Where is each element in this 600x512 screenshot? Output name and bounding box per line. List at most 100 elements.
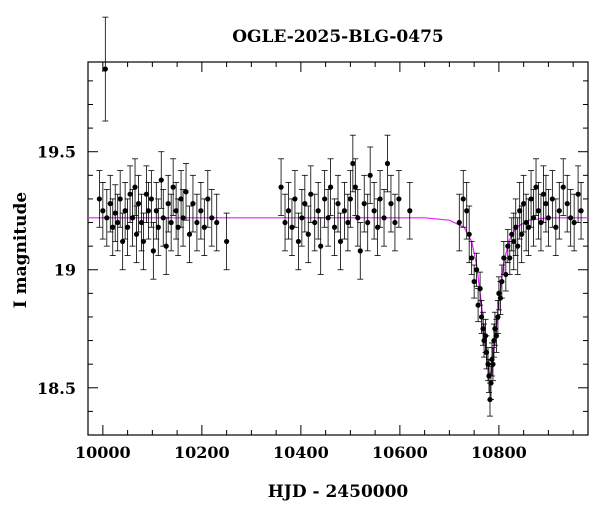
data-point	[556, 208, 562, 214]
data-point	[477, 286, 483, 292]
data-point	[115, 219, 121, 226]
data-point	[322, 196, 328, 202]
data-point	[302, 201, 308, 207]
data-point	[491, 337, 497, 344]
data-point	[120, 238, 126, 245]
data-point	[145, 208, 151, 214]
data-point	[509, 231, 515, 237]
data-point	[299, 215, 305, 221]
data-point	[533, 184, 539, 190]
data-point	[495, 314, 501, 320]
data-point	[168, 219, 174, 226]
data-point	[513, 224, 519, 230]
x-tick-label: 10200	[174, 443, 230, 462]
data-point	[571, 219, 577, 226]
data-point	[345, 219, 351, 226]
data-point	[471, 278, 477, 285]
data-point	[350, 160, 356, 167]
data-point	[361, 201, 367, 207]
data-point	[337, 238, 344, 245]
data-point	[543, 201, 549, 207]
data-point	[480, 326, 486, 332]
data-point	[224, 238, 230, 245]
data-point	[521, 201, 527, 207]
data-point	[469, 255, 475, 261]
data-point	[138, 219, 145, 226]
data-point	[158, 177, 164, 183]
data-point	[367, 172, 373, 178]
data-point	[335, 201, 341, 207]
data-point	[170, 184, 176, 190]
data-point	[499, 278, 505, 285]
data-point	[180, 215, 186, 221]
data-point	[107, 201, 113, 207]
data-point	[209, 215, 215, 221]
data-point	[355, 215, 361, 221]
data-point	[381, 215, 387, 221]
data-point	[308, 191, 314, 197]
data-point	[466, 231, 472, 237]
data-point	[140, 238, 147, 245]
data-point	[327, 184, 334, 190]
y-tick-label: 19.5	[37, 143, 76, 162]
data-point	[365, 219, 371, 226]
data-point	[278, 184, 284, 190]
data-point	[549, 196, 555, 202]
data-point	[102, 66, 108, 72]
data-point	[112, 210, 118, 216]
data-point	[104, 215, 110, 221]
data-point	[357, 248, 363, 254]
data-point	[318, 243, 324, 249]
data-point	[488, 380, 494, 386]
data-point	[190, 201, 196, 207]
y-tick-label: 18.5	[37, 379, 76, 398]
data-point	[553, 224, 559, 230]
x-axis-label: HJD - 2450000	[268, 482, 409, 502]
data-point	[135, 201, 142, 207]
data-point	[511, 238, 517, 245]
data-point	[347, 196, 353, 202]
data-point	[201, 224, 207, 230]
data-point	[507, 255, 513, 261]
data-point	[173, 208, 179, 214]
data-point	[153, 208, 159, 214]
data-point	[312, 219, 318, 226]
data-point	[282, 219, 288, 226]
data-point	[560, 184, 566, 190]
data-point	[545, 215, 551, 221]
x-tick-label: 10000	[75, 443, 131, 462]
data-point	[517, 208, 523, 214]
data-point	[194, 219, 200, 226]
data-point	[155, 224, 161, 230]
data-point	[186, 231, 193, 237]
data-point	[575, 191, 581, 197]
data-point	[331, 224, 338, 230]
data-point	[568, 215, 574, 221]
data-point	[214, 219, 220, 226]
data-point	[122, 208, 128, 214]
x-tick-label: 10400	[273, 443, 329, 462]
data-point	[205, 196, 211, 202]
data-point	[143, 191, 150, 197]
data-point	[352, 184, 358, 190]
data-point	[110, 224, 116, 230]
data-point	[165, 201, 171, 207]
data-point	[132, 184, 138, 190]
data-point	[117, 196, 123, 202]
data-point	[505, 243, 511, 249]
data-point	[198, 208, 204, 214]
data-point	[528, 196, 534, 202]
data-point	[285, 208, 292, 214]
y-tick-label: 19	[54, 261, 76, 280]
data-point	[535, 208, 542, 214]
data-point	[315, 208, 321, 214]
data-point	[377, 196, 383, 202]
data-point	[407, 208, 413, 214]
data-point	[493, 333, 500, 339]
x-tick-label: 10800	[471, 443, 527, 462]
data-point	[163, 243, 169, 249]
data-point	[127, 191, 133, 197]
data-point	[464, 208, 470, 214]
data-point	[474, 267, 480, 273]
